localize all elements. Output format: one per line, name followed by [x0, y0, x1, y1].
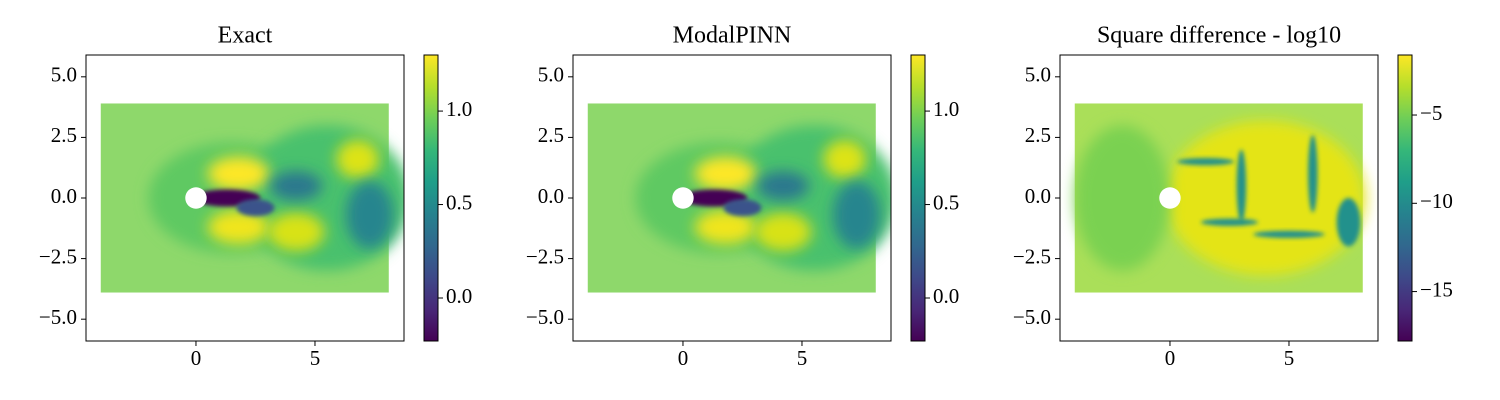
field-shade	[1074, 125, 1170, 271]
y-tick-label: −2.5	[526, 244, 564, 268]
field-shade	[1236, 149, 1247, 223]
cylinder	[672, 187, 694, 209]
colorbar	[910, 54, 926, 342]
x-tick-label: 5	[1284, 346, 1295, 370]
colorbar-tick-label: −10	[1420, 189, 1453, 213]
y-tick-label: 5.0	[1025, 63, 1051, 87]
cylinder	[1159, 187, 1181, 209]
field-shade	[207, 210, 270, 245]
y-tick-label: 2.5	[1025, 123, 1051, 147]
field	[587, 103, 891, 293]
y-tick-label: 2.5	[51, 123, 77, 147]
field-shade	[207, 156, 270, 191]
colorbar-tick-label: 1.0	[446, 97, 472, 121]
field-shade	[694, 210, 757, 245]
field-shade	[723, 199, 762, 217]
y-tick-label: −2.5	[1013, 244, 1051, 268]
x-tick-label: 0	[678, 346, 689, 370]
field	[1074, 103, 1366, 293]
field-shade	[1177, 158, 1235, 166]
field-shade	[694, 156, 757, 191]
colorbar-tick-label: 1.0	[933, 97, 959, 121]
y-tick-label: −5.0	[526, 305, 564, 329]
colorbar-tick-label: 0.0	[933, 284, 959, 308]
x-tick-label: 5	[797, 346, 808, 370]
field-shade	[1308, 134, 1318, 213]
field-shade	[267, 212, 325, 252]
colorbar-tick-label: −15	[1420, 277, 1453, 301]
chart-title: Square difference - log10	[1097, 23, 1341, 49]
y-tick-label: 0.0	[51, 184, 77, 208]
x-tick-label: 0	[191, 346, 202, 370]
y-tick-label: 5.0	[51, 63, 77, 87]
field-shade	[1253, 230, 1325, 238]
colorbar-tick-label: −5	[1420, 101, 1442, 125]
colorbar-tick-label: 0.5	[933, 190, 959, 214]
x-tick-label: 5	[310, 346, 321, 370]
chart-title: Exact	[218, 23, 273, 49]
field-shade	[336, 139, 380, 179]
x-tick-label: 0	[1165, 346, 1176, 370]
colorbar	[423, 54, 439, 342]
y-tick-label: −5.0	[1013, 305, 1051, 329]
field-shade	[1165, 120, 1366, 276]
field-shade	[754, 212, 812, 252]
colorbar-tick-label: 0.5	[446, 190, 472, 214]
field-shade	[1200, 218, 1259, 226]
field-shade	[823, 139, 867, 179]
field-shade	[1336, 198, 1361, 247]
field	[100, 103, 404, 293]
field-shade	[236, 199, 275, 217]
y-tick-label: 0.0	[1025, 184, 1051, 208]
y-tick-label: 2.5	[538, 123, 564, 147]
cylinder	[185, 187, 207, 209]
field-shade	[756, 171, 810, 201]
field-shade	[345, 181, 394, 249]
y-tick-label: −5.0	[39, 305, 77, 329]
colorbar-tick-label: 0.0	[446, 284, 472, 308]
colorbar	[1397, 54, 1413, 342]
field-shade	[832, 181, 881, 249]
field-shade	[269, 171, 323, 201]
y-tick-label: 0.0	[538, 184, 564, 208]
chart-title: ModalPINN	[673, 23, 792, 49]
y-tick-label: −2.5	[39, 244, 77, 268]
y-tick-label: 5.0	[538, 63, 564, 87]
